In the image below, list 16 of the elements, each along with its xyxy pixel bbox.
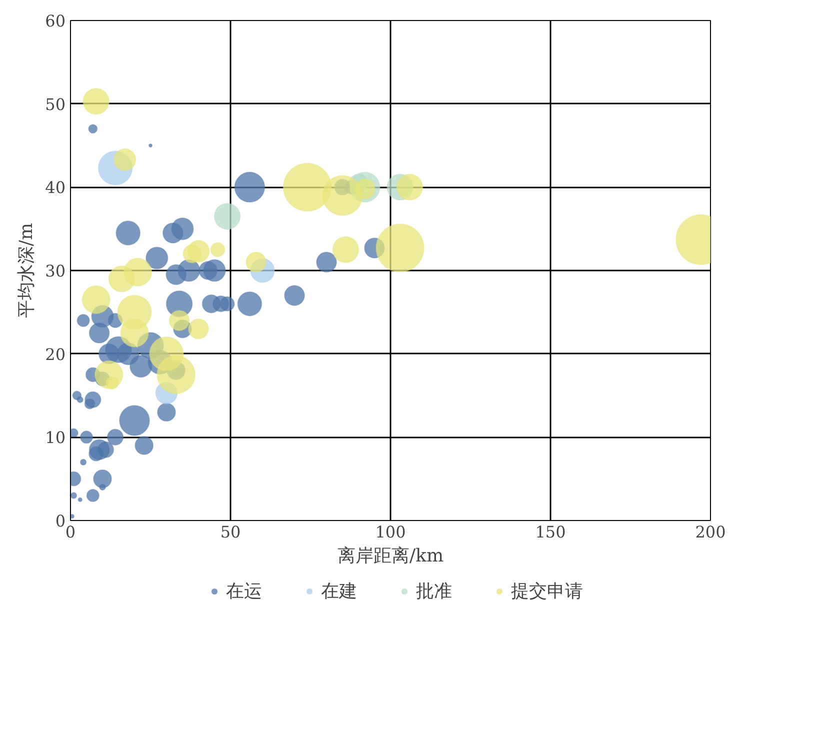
x-axis-title: 离岸距离/km (337, 546, 444, 566)
y-tick-label: 60 (45, 12, 66, 30)
legend-label: 在运 (226, 580, 262, 603)
x-tick-label: 200 (695, 522, 726, 542)
x-tick-label: 50 (220, 522, 241, 542)
y-tick-label: 50 (45, 94, 66, 114)
y-tick-label: 10 (45, 428, 66, 448)
legend-label: 提交申请 (511, 580, 583, 603)
legend-label: 批准 (416, 580, 452, 603)
y-tick-label: 40 (45, 178, 66, 198)
x-tick-label: 100 (375, 522, 406, 542)
legend-label: 在建 (321, 580, 357, 603)
y-tick-label: 30 (45, 262, 66, 280)
x-tick-label: 150 (535, 522, 566, 542)
y-axis-title: 平均水深/m (16, 222, 38, 318)
y-tick-label: 20 (45, 344, 66, 364)
